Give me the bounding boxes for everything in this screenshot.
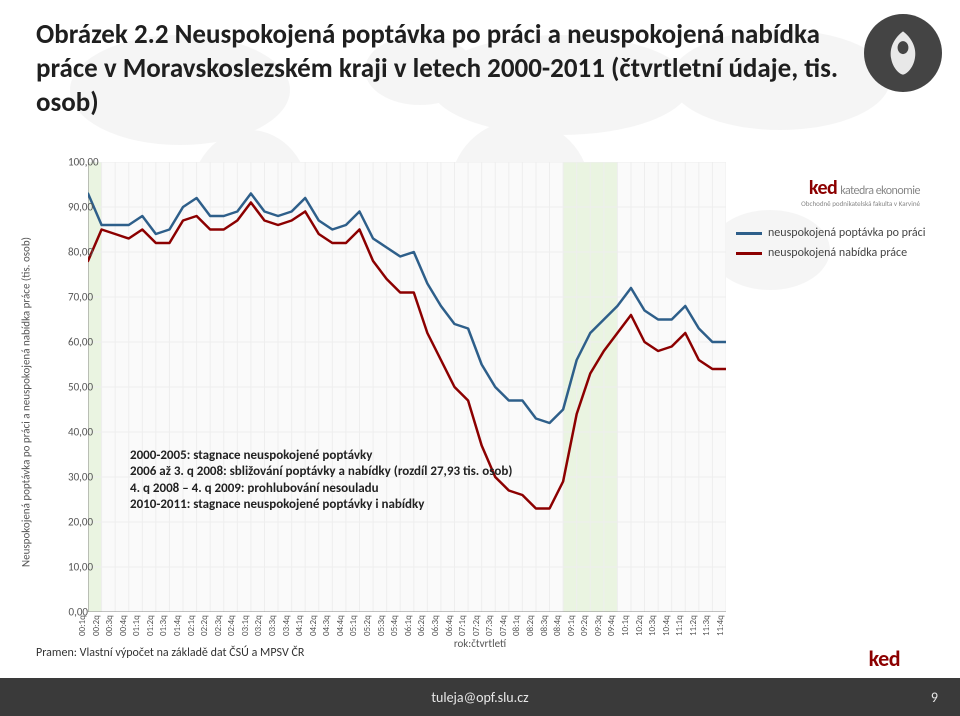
y-tick: 50,00 — [68, 381, 88, 394]
x-tick: 11:1q — [674, 615, 685, 636]
x-tick: 10:2q — [634, 615, 645, 636]
x-tick: 11:4q — [715, 615, 726, 636]
x-tick: 03:3q — [267, 615, 278, 636]
slide-title-region: Obrázek 2.2 Neuspokojená poptávka po prá… — [36, 18, 850, 119]
x-tick: 09:1q — [566, 615, 577, 636]
x-axis-label: rok:čtvrtletí — [454, 637, 506, 650]
x-tick: 01:1q — [131, 615, 142, 636]
x-tick: 02:2q — [199, 615, 210, 636]
x-tick: 11:3q — [701, 615, 712, 636]
x-tick: 06:1q — [403, 615, 414, 636]
ked-subtext: Obchodně podnikatelská fakulta v Karviné — [740, 200, 920, 208]
page-number: 9 — [931, 689, 938, 706]
legend-item: neuspokojená nabídka práce — [736, 246, 926, 260]
chart-plot-area — [88, 162, 726, 612]
header-logo — [864, 14, 942, 92]
y-tick: 80,00 — [68, 246, 88, 259]
x-tick: 06:4q — [444, 615, 455, 636]
chart-svg — [88, 162, 726, 612]
x-tick: 11:2q — [688, 615, 699, 636]
x-tick: 00:2q — [91, 615, 102, 636]
x-tick: 07:3q — [484, 615, 495, 636]
x-tick: 01:2q — [145, 615, 156, 636]
y-axis-label: Neuspokojená poptávka po práci a neuspok… — [20, 237, 33, 567]
y-tick: 40,00 — [68, 426, 88, 439]
legend-label: neuspokojená poptávka po práci — [768, 226, 926, 240]
x-tick: 08:1q — [511, 615, 522, 636]
slide: Obrázek 2.2 Neuspokojená poptávka po prá… — [0, 0, 960, 716]
x-tick: 03:2q — [253, 615, 264, 636]
y-tick: 10,00 — [68, 561, 88, 574]
x-tick: 08:4q — [552, 615, 563, 636]
y-tick: 30,00 — [68, 471, 88, 484]
x-tick: 00:1q — [77, 615, 88, 636]
x-tick: 04:2q — [308, 615, 319, 636]
legend-label: neuspokojená nabídka práce — [768, 246, 907, 260]
y-tick: 100,00 — [68, 156, 88, 169]
chart-container: Neuspokojená poptávka po práci a neuspok… — [34, 156, 926, 648]
x-tick: 04:1q — [294, 615, 305, 636]
legend-swatch — [736, 252, 762, 255]
x-tick: 08:3q — [539, 615, 550, 636]
x-tick: 07:4q — [498, 615, 509, 636]
y-tick: 90,00 — [68, 201, 88, 214]
x-tick: 05:4q — [389, 615, 400, 636]
legend-item: neuspokojená poptávka po práci — [736, 226, 926, 240]
y-tick: 20,00 — [68, 516, 88, 529]
x-tick: 01:4q — [172, 615, 183, 636]
x-tick: 08:2q — [525, 615, 536, 636]
x-tick: 09:3q — [593, 615, 604, 636]
y-tick: 60,00 — [68, 336, 88, 349]
ked-brand-suffix: katedra ekonomie — [840, 184, 920, 198]
x-tick: 10:3q — [647, 615, 658, 636]
x-tick: 09:2q — [579, 615, 590, 636]
ked-logo: kedkatedra ekonomie Obchodně podnikatels… — [740, 176, 920, 208]
x-tick: 06:3q — [430, 615, 441, 636]
slide-title: Obrázek 2.2 Neuspokojená poptávka po prá… — [36, 18, 850, 119]
x-tick: 04:4q — [335, 615, 346, 636]
x-tick: 00:3q — [104, 615, 115, 636]
x-tick: 06:2q — [416, 615, 427, 636]
x-tick: 04:3q — [321, 615, 332, 636]
x-tick: 01:3q — [158, 615, 169, 636]
ked-brand: ked — [809, 176, 837, 200]
x-tick: 07:2q — [471, 615, 482, 636]
x-tick: 05:1q — [348, 615, 359, 636]
footer-email: tuleja@opf.slu.cz — [431, 689, 528, 706]
x-tick: 07:1q — [457, 615, 468, 636]
x-tick: 02:4q — [226, 615, 237, 636]
x-tick: 10:1q — [620, 615, 631, 636]
footer-logo: ked — [869, 645, 900, 672]
footer-bar: tuleja@opf.slu.cz 9 — [0, 678, 960, 716]
x-tick: 05:2q — [362, 615, 373, 636]
x-tick: 09:4q — [606, 615, 617, 636]
y-tick: 70,00 — [68, 291, 88, 304]
x-tick: 02:3q — [213, 615, 224, 636]
x-tick: 02:1q — [186, 615, 197, 636]
x-tick: 03:4q — [281, 615, 292, 636]
source-text: Pramen: Vlastní výpočet na základě dat Č… — [36, 646, 304, 660]
x-tick: 05:3q — [376, 615, 387, 636]
x-tick: 10:4q — [661, 615, 672, 636]
x-tick: 03:1q — [240, 615, 251, 636]
x-tick: 00:4q — [118, 615, 129, 636]
chart-legend: neuspokojená poptávka po práci neuspokoje… — [736, 226, 926, 266]
legend-swatch — [736, 232, 762, 235]
